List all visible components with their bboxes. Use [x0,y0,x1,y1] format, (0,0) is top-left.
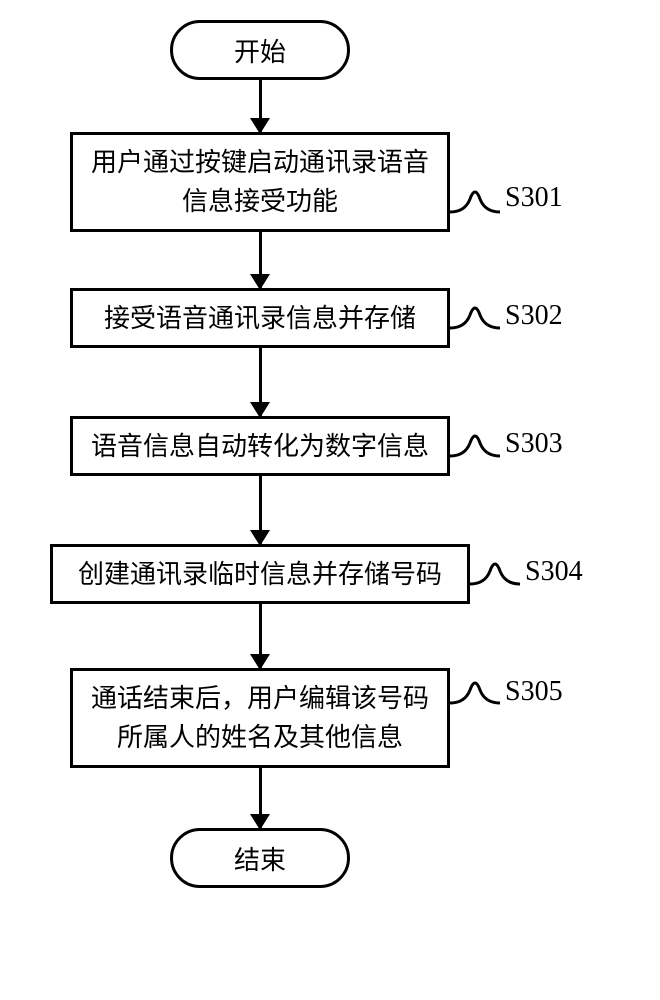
s305-label: S305 [505,676,563,708]
s303-text: 语音信息自动转化为数字信息 [91,427,429,466]
arrow-2 [70,348,450,416]
s304-connector [470,559,520,609]
s303-node: 语音信息自动转化为数字信息 [70,416,450,476]
end-node: 结束 [170,828,350,888]
s303-connector [450,431,500,481]
s305-text: 通话结束后，用户编辑该号码所属人的姓名及其他信息 [91,679,429,757]
s302-label: S302 [505,300,563,332]
s301-node: 用户通过按键启动通讯录语音信息接受功能 [70,132,450,232]
start-node: 开始 [170,20,350,80]
arrow-3 [70,476,450,544]
s302-connector [450,303,500,353]
flowchart-container: 开始 用户通过按键启动通讯录语音信息接受功能 S301 接受语音通讯录信息并存储… [70,20,590,888]
s304-text: 创建通讯录临时信息并存储号码 [78,555,442,594]
s302-text: 接受语音通讯录信息并存储 [104,299,416,338]
s303-label: S303 [505,428,563,460]
s304-label: S304 [525,556,583,588]
s304-row: 创建通讯录临时信息并存储号码 S304 [70,544,590,604]
s302-row: 接受语音通讯录信息并存储 S302 [70,288,590,348]
s301-row: 用户通过按键启动通讯录语音信息接受功能 S301 [70,132,590,232]
s305-connector [450,678,500,728]
start-text: 开始 [234,32,286,69]
end-row: 结束 [70,828,450,888]
s305-node: 通话结束后，用户编辑该号码所属人的姓名及其他信息 [70,668,450,768]
s301-label: S301 [505,182,563,214]
s301-connector [450,187,500,237]
s302-node: 接受语音通讯录信息并存储 [70,288,450,348]
s303-row: 语音信息自动转化为数字信息 S303 [70,416,590,476]
start-row: 开始 [70,20,450,80]
arrow-4 [70,604,450,668]
s304-node: 创建通讯录临时信息并存储号码 [50,544,470,604]
arrow-0 [70,80,450,132]
s301-text: 用户通过按键启动通讯录语音信息接受功能 [91,143,429,221]
arrow-5 [70,768,450,828]
arrow-1 [70,232,450,288]
end-text: 结束 [234,840,286,877]
s305-row: 通话结束后，用户编辑该号码所属人的姓名及其他信息 S305 [70,668,590,768]
